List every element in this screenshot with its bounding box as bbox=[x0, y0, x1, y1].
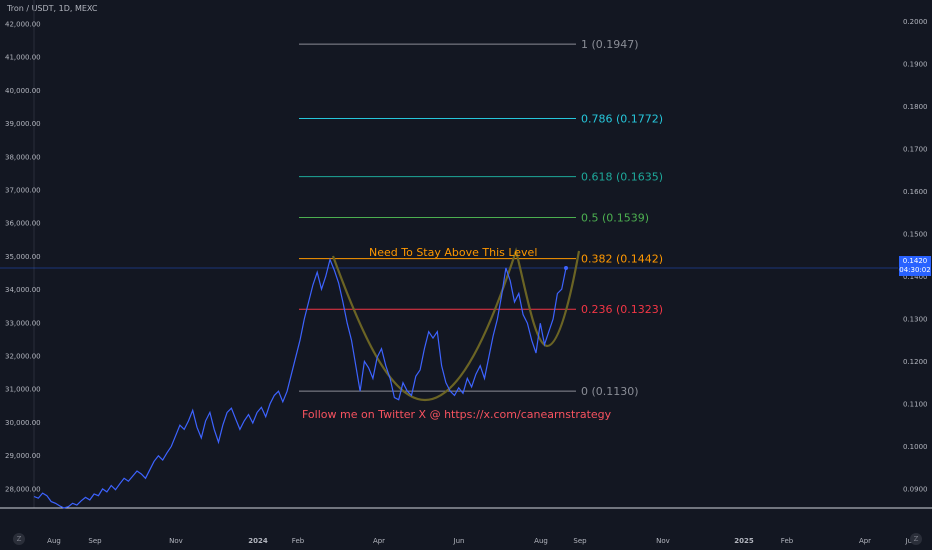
left-axis-tick-label: 29,000.00 bbox=[5, 452, 41, 460]
right-axis-tick-label: 0.1500 bbox=[903, 231, 928, 239]
right-axis-tick-label: 0.2000 bbox=[903, 18, 928, 26]
right-axis-tick-label: 0.1000 bbox=[903, 443, 928, 451]
left-axis-tick-label: 32,000.00 bbox=[5, 353, 41, 361]
time-axis-tick-label: Sep bbox=[573, 537, 587, 545]
time-axis-tick-label: Apr bbox=[373, 537, 385, 545]
left-axis-tick-label: 37,000.00 bbox=[5, 187, 41, 195]
right-axis-tick-label: 0.1200 bbox=[903, 358, 928, 366]
right-axis-tick-label: 0.1700 bbox=[903, 146, 928, 154]
right-axis-tick-label: 0.1300 bbox=[903, 315, 928, 323]
time-axis-tick-label: 2025 bbox=[734, 537, 754, 545]
time-axis: Aug Sep Nov 2024 Feb Apr Jun Aug Sep Nov 2025 Feb Ap… bbox=[47, 537, 916, 545]
time-axis-tick-label: Apr bbox=[859, 537, 871, 545]
fib-level-label: 1 (0.1947) bbox=[581, 38, 639, 51]
right-axis-tick-label: 0.0900 bbox=[903, 485, 928, 493]
zoom-reset-right-button[interactable]: Z bbox=[910, 533, 922, 545]
left-axis: 42,000.00 41,000.00 40,000.00 39,000.00 38,0… bbox=[5, 21, 41, 494]
left-axis-tick-label: 28,000.00 bbox=[5, 485, 41, 493]
left-axis-tick-label: 35,000.00 bbox=[5, 253, 41, 261]
fibonacci-retracement: 1 (0.1947) 0.786 (0.1772) 0.618 (0.1635) 0.… bbox=[299, 38, 663, 398]
left-axis-tick-label: 30,000.00 bbox=[5, 419, 41, 427]
right-axis-tick-label: 0.1100 bbox=[903, 400, 928, 408]
time-axis-tick-label: Aug bbox=[47, 537, 61, 545]
bar-countdown: 04:30:02 bbox=[899, 266, 931, 274]
fib-level-label: 0.382 (0.1442) bbox=[581, 253, 663, 266]
fib-level-label: 0.236 (0.1323) bbox=[581, 303, 663, 316]
chart-title: Tron / USDT, 1D, MEXC bbox=[7, 4, 98, 13]
time-axis-tick-label: Aug bbox=[534, 537, 548, 545]
left-axis-tick-label: 36,000.00 bbox=[5, 220, 41, 228]
left-axis-tick-label: 34,000.00 bbox=[5, 286, 41, 294]
stay-above-annotation: Need To Stay Above This Level bbox=[369, 246, 537, 259]
time-axis-tick-label: Feb bbox=[781, 537, 794, 545]
left-axis-tick-label: 41,000.00 bbox=[5, 54, 41, 62]
right-axis: 0.2000 0.1900 0.1800 0.1700 0.1600 0.1500 0.14… bbox=[903, 18, 928, 493]
right-axis-tick-label: 0.1800 bbox=[903, 103, 928, 111]
time-axis-tick-label: Feb bbox=[292, 537, 305, 545]
current-price-value: 0.1420 bbox=[902, 257, 928, 265]
time-axis-tick-label: Nov bbox=[169, 537, 183, 545]
price-series-line bbox=[33, 257, 567, 509]
fib-level-label: 0.5 (0.1539) bbox=[581, 211, 649, 224]
zoom-reset-left-button[interactable]: Z bbox=[13, 533, 25, 545]
right-axis-tick-label: 0.1900 bbox=[903, 61, 928, 69]
time-axis-tick-label: Sep bbox=[88, 537, 102, 545]
current-price-tag: 0.1420 04:30:02 bbox=[899, 256, 931, 276]
time-axis-tick-label: 2024 bbox=[248, 537, 268, 545]
time-axis-tick-label: Nov bbox=[656, 537, 670, 545]
fib-level-label: 0.618 (0.1635) bbox=[581, 171, 663, 184]
time-axis-tick-label: Jun bbox=[453, 537, 465, 545]
left-axis-tick-label: 38,000.00 bbox=[5, 153, 41, 161]
left-axis-tick-label: 42,000.00 bbox=[5, 21, 41, 29]
fib-level-label: 0 (0.1130) bbox=[581, 385, 639, 398]
cup-and-handle-pattern bbox=[331, 247, 581, 402]
twitter-annotation: Follow me on Twitter X @ https://x.com/c… bbox=[302, 408, 612, 421]
left-axis-tick-label: 33,000.00 bbox=[5, 319, 41, 327]
left-axis-tick-label: 39,000.00 bbox=[5, 120, 41, 128]
left-axis-tick-label: 31,000.00 bbox=[5, 386, 41, 394]
last-price-dot bbox=[564, 265, 568, 270]
left-axis-tick-label: 40,000.00 bbox=[5, 87, 41, 95]
right-axis-tick-label: 0.1400 bbox=[903, 273, 928, 281]
fib-level-label: 0.786 (0.1772) bbox=[581, 112, 663, 125]
right-axis-tick-label: 0.1600 bbox=[903, 188, 928, 196]
